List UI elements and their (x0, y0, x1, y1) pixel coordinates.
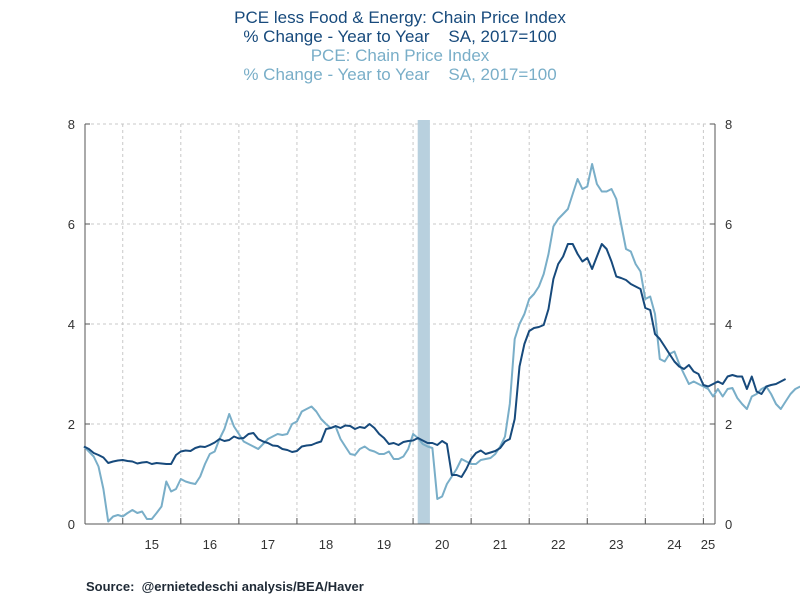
x-tick-label: 17 (261, 537, 275, 552)
y-tick-label-left: 6 (68, 217, 75, 232)
x-tick-label: 23 (609, 537, 623, 552)
y-tick-label-right: 0 (725, 517, 732, 532)
x-tick-label: 19 (377, 537, 391, 552)
chart-title-core: PCE less Food & Energy: Chain Price Inde… (234, 8, 566, 27)
y-tick-label-left: 4 (68, 317, 75, 332)
series-line (83, 163, 800, 523)
chart-subtitle-core: % Change - Year to Year SA, 2017=100 (243, 27, 557, 46)
y-tick-label-right: 2 (725, 417, 732, 432)
x-tick-label: 24 (667, 537, 681, 552)
chart-subtitle-headline: % Change - Year to Year SA, 2017=100 (243, 65, 557, 84)
series-line (83, 243, 787, 478)
y-tick-label-right: 6 (725, 217, 732, 232)
x-tick-label: 16 (203, 537, 217, 552)
x-tick-label: 21 (493, 537, 507, 552)
source-note: Source: @ernietedeschi analysis/BEA/Have… (86, 579, 364, 594)
y-tick-label-right: 4 (725, 317, 732, 332)
y-tick-label-left: 0 (68, 517, 75, 532)
x-tick-label: 20 (435, 537, 449, 552)
y-tick-label-left: 8 (68, 117, 75, 132)
chart-title-headline: PCE: Chain Price Index (310, 46, 490, 65)
recession-shading (417, 120, 430, 524)
y-tick-label-right: 8 (725, 117, 732, 132)
x-tick-label: 15 (145, 537, 159, 552)
x-tick-label: 18 (319, 537, 333, 552)
x-tick-label: 22 (551, 537, 565, 552)
x-tick-label: 25 (701, 537, 715, 552)
y-tick-label-left: 2 (68, 417, 75, 432)
chart-title-block: PCE less Food & Energy: Chain Price Inde… (0, 8, 800, 84)
